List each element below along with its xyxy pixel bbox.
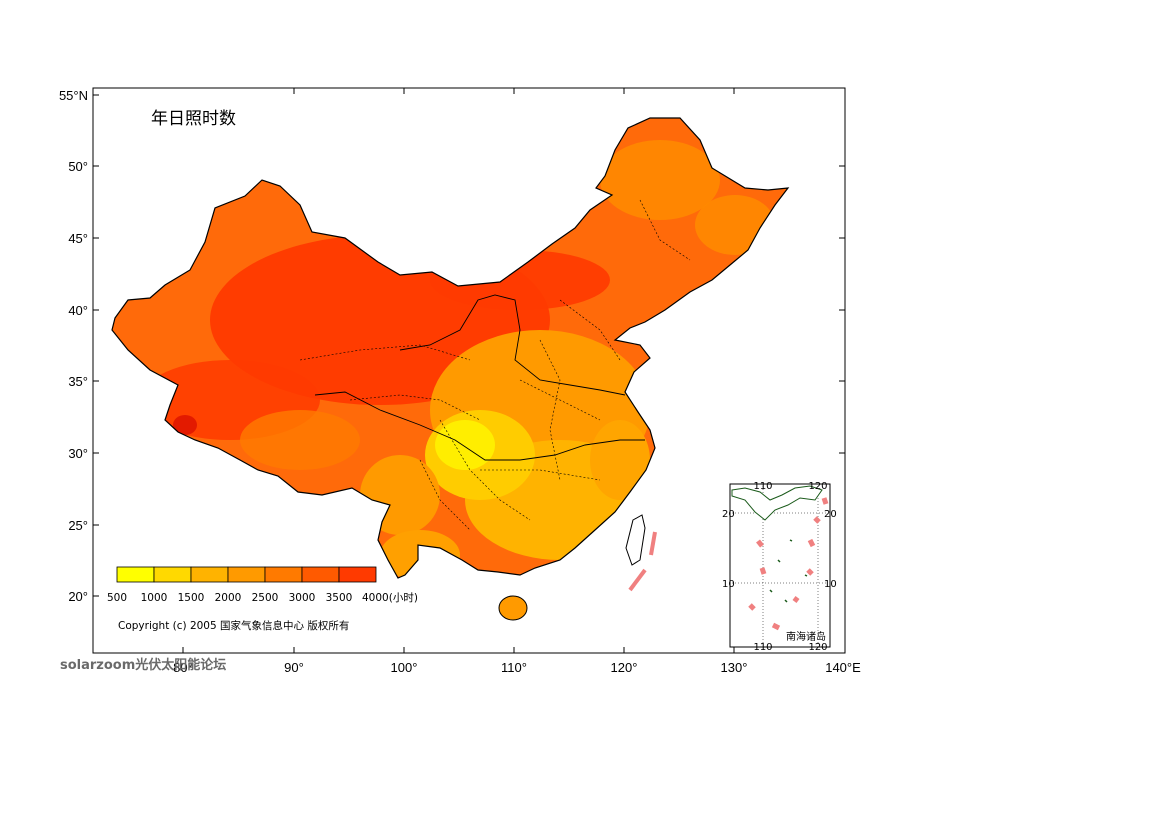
rivers (314, 294, 645, 461)
copyright-text: Copyright (c) 2005 国家气象信息中心 版权所有 (118, 619, 349, 632)
lon-label-140: 140°E (825, 660, 861, 675)
legend-ticks: 500 1000 1500 2000 2500 3000 3500 4000(小… (107, 592, 418, 604)
lat-label-20: 20° (68, 589, 88, 604)
lat-label-55: 55°N (59, 88, 88, 103)
watermark-logo: solarzoom光伏太阳能论坛 (60, 658, 227, 673)
inset-top-tick-120: 120 (808, 481, 827, 492)
lon-label-130: 130° (721, 660, 748, 675)
legend-colorbar (116, 566, 377, 583)
inset-right-tick-10: 10 (824, 579, 837, 590)
legend-tick-2500: 2500 (252, 592, 279, 604)
lon-label-120: 120° (611, 660, 638, 675)
inset-top-tick-110: 110 (753, 481, 772, 492)
hainan-island (498, 595, 528, 621)
china-outline (111, 117, 790, 579)
legend-swatch-3 (190, 566, 229, 583)
lat-label-35: 35° (68, 374, 88, 389)
lat-label-30: 30° (68, 446, 88, 461)
legend-swatch-5 (264, 566, 303, 583)
lon-label-80: 80° (173, 660, 193, 675)
taiwan-island (625, 514, 646, 566)
lon-label-90: 90° (284, 660, 304, 675)
legend-swatch-6 (301, 566, 340, 583)
legend-tick-2000: 2000 (215, 592, 242, 604)
legend-swatch-7 (338, 566, 377, 583)
inset-caption: 南海诸岛 (786, 630, 826, 643)
inset-left-tick-20: 20 (722, 509, 735, 520)
lat-label-40: 40° (68, 303, 88, 318)
inset-bottom-tick-120: 120 (808, 642, 827, 653)
south-china-sea-inset: 110 120 110 120 20 10 20 10 南海诸岛 (722, 481, 837, 653)
lon-label-110: 110° (501, 660, 527, 675)
legend-swatch-4 (227, 566, 266, 583)
legend-swatch-2 (153, 566, 192, 583)
lat-label-45: 45° (68, 231, 88, 246)
legend-tick-3000: 3000 (289, 592, 316, 604)
inset-frame (729, 483, 831, 648)
longitude-axis: 80° 90° 100° 110° 120° 130° 140°E (173, 88, 861, 675)
legend-tick-4000: 4000(小时) (362, 592, 418, 604)
legend-tick-1000: 1000 (141, 592, 168, 604)
maritime-dash (628, 531, 657, 592)
province-boundaries (299, 199, 691, 531)
legend-tick-3500: 3500 (326, 592, 353, 604)
inset-bottom-tick-110: 110 (753, 642, 772, 653)
latitude-axis: 55°N 50° 45° 40° 35° 30° 25° 20° (59, 88, 845, 604)
lat-label-50: 50° (68, 159, 88, 174)
map-title: 年日照时数 (151, 109, 236, 129)
lon-label-100: 100° (391, 660, 418, 675)
inset-left-tick-10: 10 (722, 579, 735, 590)
legend-swatch-1 (116, 566, 155, 583)
inset-coastline (731, 485, 823, 521)
inset-right-tick-20: 20 (824, 509, 837, 520)
lat-label-25: 25° (68, 518, 88, 533)
legend-tick-500: 500 (107, 592, 127, 604)
legend-tick-1500: 1500 (178, 592, 205, 604)
